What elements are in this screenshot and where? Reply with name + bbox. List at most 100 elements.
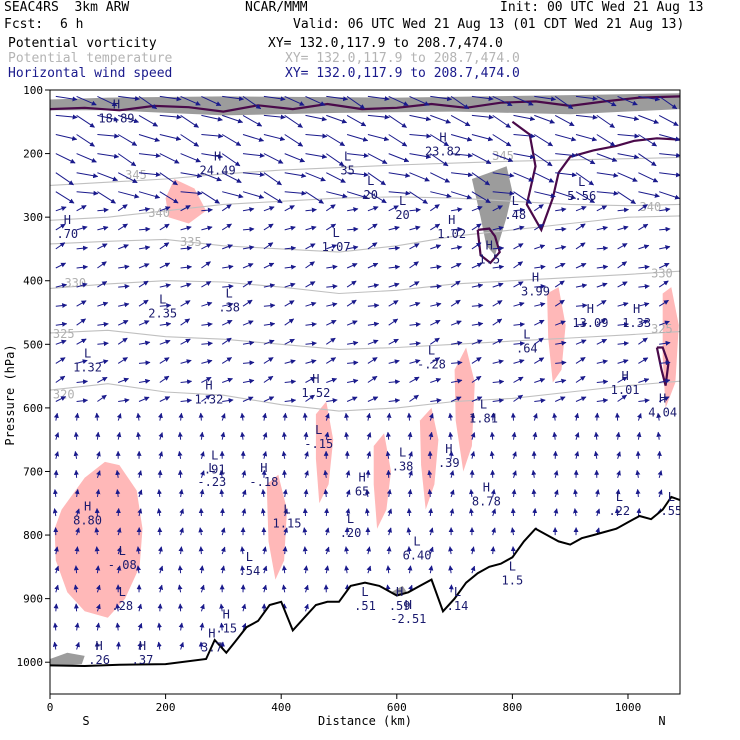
wind-vector [430,244,442,250]
extremum-label: H8.80 [73,499,102,527]
wind-vector [555,226,567,232]
wind-vector [76,300,87,307]
wind-vector [284,114,303,128]
wind-vector [220,546,226,555]
extremum-label: L-.08 [108,544,137,572]
wind-vector [242,226,255,232]
extremum-value: -.15 [304,437,333,451]
pv-positive-shading [54,179,679,618]
wind-vector [596,398,609,404]
wind-vector [430,204,440,212]
wind-vector [199,451,205,459]
extremum-value: 24.49 [200,164,236,178]
wind-vector [138,226,151,232]
wind-vector [180,398,192,404]
wind-vector [263,283,276,289]
wind-vector [137,622,143,631]
wind-vector [159,339,171,345]
wind-vector [367,134,390,142]
low-marker: L [332,226,339,240]
wind-vector [406,508,412,517]
wind-vector [617,153,640,160]
wind-vector [137,489,143,498]
wind-vector [302,546,308,555]
wind-vector [118,398,130,403]
extremum-value: 1.5 [478,253,500,267]
wind-vector [638,153,657,167]
wind-vector [638,398,650,404]
wind-vector [222,302,234,308]
wind-vector [575,223,586,231]
wind-vector [409,359,421,364]
wind-vector [347,172,369,178]
wind-vector [345,508,351,517]
wind-vector [115,622,121,631]
wind-vector [241,489,247,498]
wind-vector [326,377,338,383]
wind-vector [284,172,307,179]
wind-vector [180,225,192,231]
wind-vector [346,280,357,288]
extremum-label: H1.52 [301,372,330,400]
wind-vector [347,378,359,384]
wind-vector [449,508,455,517]
wind-vector [97,225,109,231]
wind-vector [534,378,546,383]
wind-vector [388,245,401,251]
wind-vector [97,321,109,327]
wind-vector [118,191,140,199]
x-tick-label: 400 [271,701,291,714]
wind-vector [263,114,286,120]
wind-vector [263,339,275,345]
wind-vector [534,264,546,270]
wind-vector [220,527,226,536]
extremum-value: .51 [354,599,376,613]
wind-vector [240,546,246,555]
wind-vector [261,469,267,478]
wind-vector [552,431,558,440]
wind-vector [492,95,513,107]
wind-vector [324,431,330,440]
wind-vector [159,283,171,289]
wind-vector [430,284,442,289]
low-marker: L [480,398,487,412]
wind-vector [138,340,151,346]
wind-vector [347,360,359,366]
wind-vector [76,359,88,365]
wind-vector [617,114,640,122]
theta-contour-line [50,380,680,412]
extremum-label: L.54 [239,550,261,578]
wind-vector [76,225,88,231]
wind-vector [263,396,275,402]
wind-vector [117,204,128,212]
extremum-label: H3.7 [201,626,223,654]
wind-vector [513,95,534,106]
wind-vector [638,357,649,364]
wind-vector [201,225,213,231]
wind-vector [177,450,183,459]
wind-vector [471,375,482,383]
theta-contour-label: 330 [651,267,673,281]
wind-vector [242,172,265,178]
wind-vector [55,134,78,141]
wind-vector [385,431,391,440]
wind-vector [242,320,254,326]
wind-vector [305,153,328,159]
wind-vector [617,394,628,402]
y-axis: 100 200 300 400 500 600 700 800 900 1000 [17,84,50,669]
wind-vector [158,451,164,459]
wind-vector [596,379,609,385]
wind-vector [55,153,76,164]
extremum-label: H3.99 [521,270,550,298]
wind-vector [513,225,525,231]
wind-vector [97,301,109,307]
wind-vector [450,299,461,307]
extremum-value: 1.32 [194,393,223,407]
wind-vector [76,398,88,404]
wind-vector [658,280,669,288]
wind-vector [513,191,532,205]
extremum-label: H4.04 [648,391,677,419]
wind-vector [555,172,577,178]
wind-vector [492,190,515,196]
wind-vector [180,153,201,163]
